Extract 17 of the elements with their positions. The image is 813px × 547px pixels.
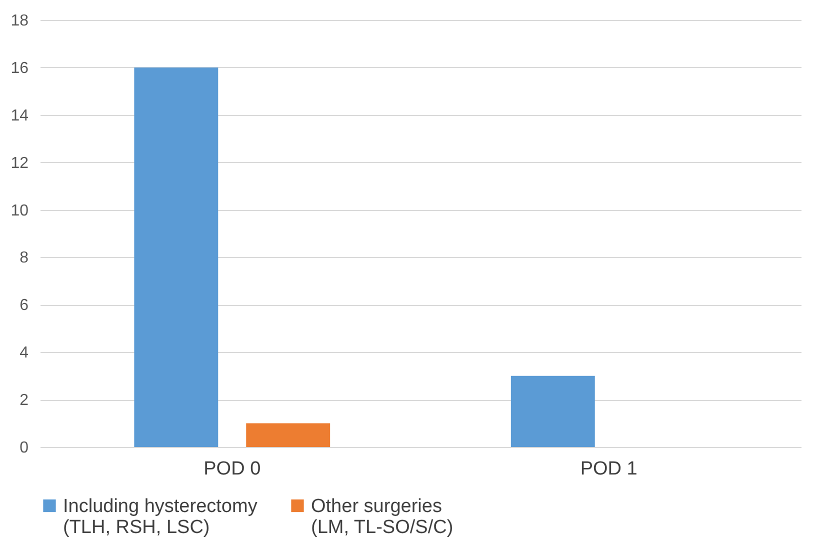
legend-label: Other surgeries (LM, TL-SO/S/C) [311, 496, 454, 538]
bar [510, 376, 595, 447]
y-tick-label: 10 [10, 202, 29, 220]
bar [246, 423, 330, 447]
y-tick-label: 16 [10, 60, 29, 77]
y-tick-label: 14 [10, 107, 29, 124]
y-tick-label: 2 [20, 392, 29, 410]
y-tick-label: 6 [20, 297, 29, 314]
y-tick-label: 18 [10, 12, 29, 30]
legend-label: Including hysterectomy (TLH, RSH, LSC) [63, 496, 258, 538]
x-tick-label: POD 0 [204, 458, 261, 480]
y-tick-label: 4 [20, 344, 29, 362]
bar [134, 67, 218, 447]
y-tick-label: 12 [10, 154, 29, 172]
y-tick-label: 8 [20, 250, 29, 267]
x-tick-label: POD 1 [580, 458, 638, 480]
y-tick-label: 0 [20, 440, 29, 456]
